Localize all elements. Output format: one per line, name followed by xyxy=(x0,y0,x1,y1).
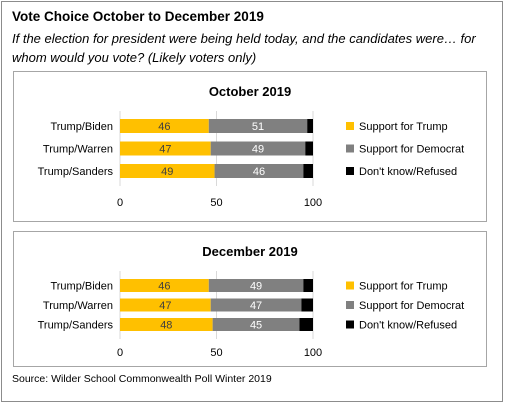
bar-trump-warren-support-for-trump xyxy=(120,298,211,312)
legend-swatch-don-t-know-refused xyxy=(346,167,354,175)
chart-october-svg: October 2019 Trump/Biden 46 51 Trump/Warren 4… xyxy=(38,84,465,209)
legend-label-support-for-democrat: Support for Democrat xyxy=(359,300,464,312)
bar-trump-biden-don-t-know-refused xyxy=(303,279,313,292)
bar-trump-sanders-support-for-trump xyxy=(120,164,215,178)
data-label-trump-sanders-support-for-democrat: 46 xyxy=(253,166,265,178)
bar-trump-warren-don-t-know-refused xyxy=(301,298,313,312)
legend-swatch-support-for-democrat xyxy=(346,301,354,309)
x-tick-label-0: 0 xyxy=(117,347,123,359)
x-tick-label-100: 100 xyxy=(304,347,322,359)
legend-swatch-don-t-know-refused xyxy=(346,320,354,329)
chart-panel-december: December 2019 Trump/Biden 46 49 Trump/Warren… xyxy=(13,231,487,367)
data-label-trump-warren-support-for-democrat: 49 xyxy=(252,144,264,156)
bar-trump-sanders-support-for-democrat xyxy=(214,164,304,178)
bar-trump-biden-support-for-democrat xyxy=(208,279,304,292)
x-tick-label-0: 0 xyxy=(117,197,123,209)
bar-trump-sanders-support-for-democrat xyxy=(212,318,300,331)
source-note: Source: Wilder School Commonwealth Poll … xyxy=(12,373,272,385)
data-label-trump-warren-support-for-democrat: 47 xyxy=(250,300,262,312)
category-label-trump-biden: Trump/Biden xyxy=(50,281,113,293)
data-label-trump-sanders-support-for-trump: 48 xyxy=(160,320,172,332)
chart-panel-october: October 2019 Trump/Biden 46 51 Trump/Warren 4… xyxy=(13,71,487,222)
data-label-trump-sanders-support-for-democrat: 45 xyxy=(250,320,262,332)
data-label-trump-biden-support-for-democrat: 49 xyxy=(250,281,262,293)
data-label-trump-biden-support-for-democrat: 51 xyxy=(252,121,264,133)
bar-trump-sanders-support-for-trump xyxy=(120,318,213,331)
data-label-trump-biden-support-for-trump: 46 xyxy=(158,121,170,133)
category-label-trump-warren: Trump/Warren xyxy=(43,300,113,312)
x-tick-label-50: 50 xyxy=(210,197,222,209)
bar-trump-warren-support-for-trump xyxy=(120,141,211,156)
legend-label-support-for-trump: Support for Trump xyxy=(359,281,448,293)
data-label-trump-biden-support-for-trump: 46 xyxy=(158,281,170,293)
legend-label-don-t-know-refused: Don't know/Refused xyxy=(359,320,457,332)
data-label-trump-sanders-support-for-trump: 49 xyxy=(161,166,173,178)
bar-trump-sanders-don-t-know-refused xyxy=(303,164,313,178)
data-label-trump-warren-support-for-trump: 47 xyxy=(159,300,171,312)
legend-swatch-support-for-trump xyxy=(346,122,354,130)
category-label-trump-sanders: Trump/Sanders xyxy=(38,166,114,178)
legend-label-don-t-know-refused: Don't know/Refused xyxy=(359,166,457,178)
legend-label-support-for-trump: Support for Trump xyxy=(359,121,448,133)
chart-title: December 2019 xyxy=(202,244,297,259)
x-tick-label-100: 100 xyxy=(304,197,322,209)
chart-december-svg: December 2019 Trump/Biden 46 49 Trump/Warren… xyxy=(38,244,465,359)
bar-trump-biden-support-for-trump xyxy=(120,279,209,292)
bar-trump-biden-don-t-know-refused xyxy=(307,119,313,133)
bar-trump-sanders-don-t-know-refused xyxy=(299,318,313,331)
data-label-trump-warren-support-for-trump: 47 xyxy=(159,144,171,156)
bar-trump-warren-support-for-democrat xyxy=(210,141,306,156)
bar-trump-biden-support-for-trump xyxy=(120,119,209,133)
legend-swatch-support-for-democrat xyxy=(346,144,354,153)
x-tick-label-50: 50 xyxy=(210,347,222,359)
category-label-trump-sanders: Trump/Sanders xyxy=(38,320,114,332)
bar-trump-biden-support-for-democrat xyxy=(208,119,308,133)
page-title: Vote Choice October to December 2019 xyxy=(12,9,264,24)
chart-title: October 2019 xyxy=(209,84,291,99)
bar-trump-warren-don-t-know-refused xyxy=(305,141,313,156)
legend-label-support-for-democrat: Support for Democrat xyxy=(359,144,464,156)
category-label-trump-biden: Trump/Biden xyxy=(50,121,113,133)
legend-swatch-support-for-trump xyxy=(346,281,354,290)
page-subtitle: If the election for president were being… xyxy=(12,31,476,65)
bar-trump-warren-support-for-democrat xyxy=(210,298,302,312)
category-label-trump-warren: Trump/Warren xyxy=(43,144,113,156)
